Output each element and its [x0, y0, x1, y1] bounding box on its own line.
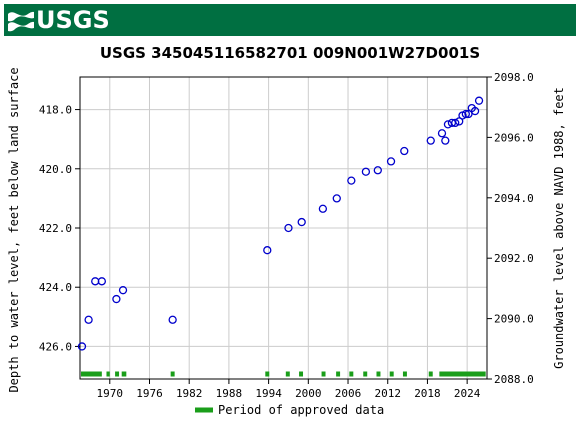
data-points: [77, 96, 484, 351]
x-tick-label: 1994: [255, 387, 282, 400]
data-point: [91, 277, 100, 286]
data-point: [84, 315, 93, 324]
y-axis-label-left: Depth to water level, feet below land su…: [7, 67, 21, 392]
data-point: [118, 286, 128, 295]
left-tick-label: 420.0: [39, 163, 72, 176]
left-tick-label: 424.0: [39, 281, 72, 294]
left-tick-label: 426.0: [39, 340, 72, 353]
left-tick-label: 418.0: [39, 104, 72, 117]
data-point: [474, 96, 484, 105]
right-tick-label: 2096.0: [494, 131, 534, 144]
legend-label: Period of approved data: [218, 403, 384, 417]
data-point: [400, 146, 409, 156]
data-point: [168, 315, 177, 324]
right-axis-ticks: 2088.0 2090.0 2092.0 2094.0 2096.0 2098.0: [487, 71, 534, 386]
x-tick-label: 2012: [374, 387, 401, 400]
right-tick-label: 2092.0: [494, 252, 534, 265]
x-axis-ticks: 1970 1976 1982 1988 1994 2000 2006 2012 2018 2024: [97, 379, 481, 400]
x-tick-label: 1970: [97, 387, 124, 400]
x-tick-label: 2018: [414, 387, 441, 400]
data-point: [441, 136, 450, 145]
data-point: [332, 194, 341, 203]
right-tick-label: 2098.0: [494, 71, 534, 84]
right-tick-label: 2094.0: [494, 192, 534, 205]
right-tick-label: 2088.0: [494, 373, 534, 386]
left-tick-label: 422.0: [39, 222, 72, 235]
legend: Period of approved data: [195, 403, 384, 417]
data-point: [426, 136, 435, 145]
chart-title: USGS 345045116582701 009N001W27D001S: [99, 44, 481, 62]
x-tick-label: 2000: [295, 387, 322, 400]
x-tick-label: 2024: [454, 387, 481, 400]
data-point: [318, 204, 328, 213]
y-axis-label-right: Groundwater level above NAVD 1988, feet: [552, 87, 566, 369]
usgs-banner: USGS: [4, 4, 576, 36]
x-tick-label: 1982: [176, 387, 203, 400]
data-point: [437, 129, 447, 138]
x-tick-label: 2006: [335, 387, 362, 400]
data-point: [297, 217, 306, 227]
data-point: [112, 294, 121, 304]
data-point: [263, 246, 272, 255]
data-point: [373, 166, 382, 175]
data-point: [97, 277, 106, 286]
data-point: [77, 342, 87, 351]
usgs-wave-logo-icon: [8, 11, 34, 32]
data-point: [461, 109, 470, 119]
x-tick-label: 1988: [216, 387, 243, 400]
data-point: [386, 157, 396, 166]
right-tick-label: 2090.0: [494, 313, 534, 326]
grid-lines: [80, 77, 487, 379]
data-point: [347, 176, 356, 185]
data-point: [451, 118, 460, 128]
data-point: [361, 167, 371, 176]
x-tick-label: 1976: [136, 387, 163, 400]
data-point: [284, 223, 293, 233]
left-axis-ticks: 418.0 420.0 422.0 424.0 426.0: [39, 104, 80, 353]
usgs-logo-text: USGS: [36, 6, 110, 34]
data-point: [470, 106, 480, 116]
